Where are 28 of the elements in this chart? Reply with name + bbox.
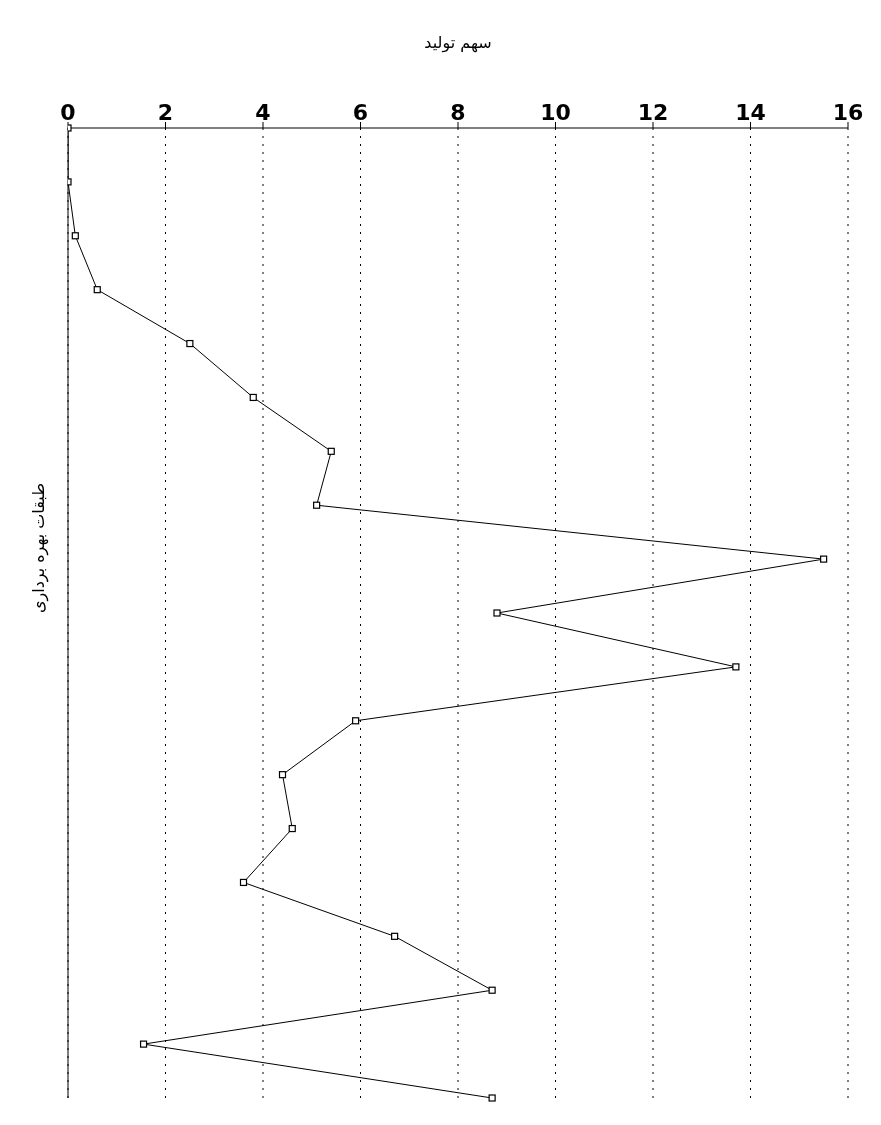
point xyxy=(186,339,194,348)
point xyxy=(71,232,79,240)
point xyxy=(488,986,496,994)
x-tick-label: 12 xyxy=(637,100,669,125)
x-tick-label: 16 xyxy=(832,100,864,125)
point xyxy=(93,286,101,294)
y-axis-title: طبقات بهره برداری xyxy=(28,483,49,613)
x-tick-label: 10 xyxy=(540,100,571,125)
x-axis-title: سهم تولید xyxy=(424,33,492,53)
point xyxy=(239,878,248,887)
point xyxy=(732,663,740,671)
point xyxy=(352,717,360,725)
point xyxy=(249,393,257,402)
point xyxy=(278,771,287,779)
x-tick-label: 2 xyxy=(157,100,174,125)
point xyxy=(313,501,321,509)
point xyxy=(493,609,501,617)
point xyxy=(139,1040,148,1048)
x-tick-label: 14 xyxy=(735,100,766,125)
x-tick-label: 8 xyxy=(450,100,466,125)
x-tick-label: 0 xyxy=(60,100,76,125)
point xyxy=(327,447,335,455)
x-tick-label: 4 xyxy=(255,100,271,125)
point xyxy=(391,932,399,940)
point xyxy=(820,555,828,563)
point xyxy=(288,824,296,833)
x-tick-label: 6 xyxy=(352,100,369,125)
point xyxy=(488,1094,496,1102)
